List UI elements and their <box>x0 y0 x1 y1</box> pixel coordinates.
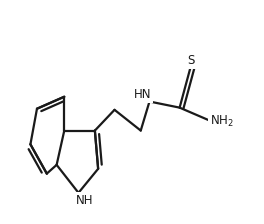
Text: S: S <box>187 54 194 67</box>
Text: NH$_2$: NH$_2$ <box>210 114 234 129</box>
Text: HN: HN <box>134 88 152 101</box>
Text: NH: NH <box>76 194 94 207</box>
